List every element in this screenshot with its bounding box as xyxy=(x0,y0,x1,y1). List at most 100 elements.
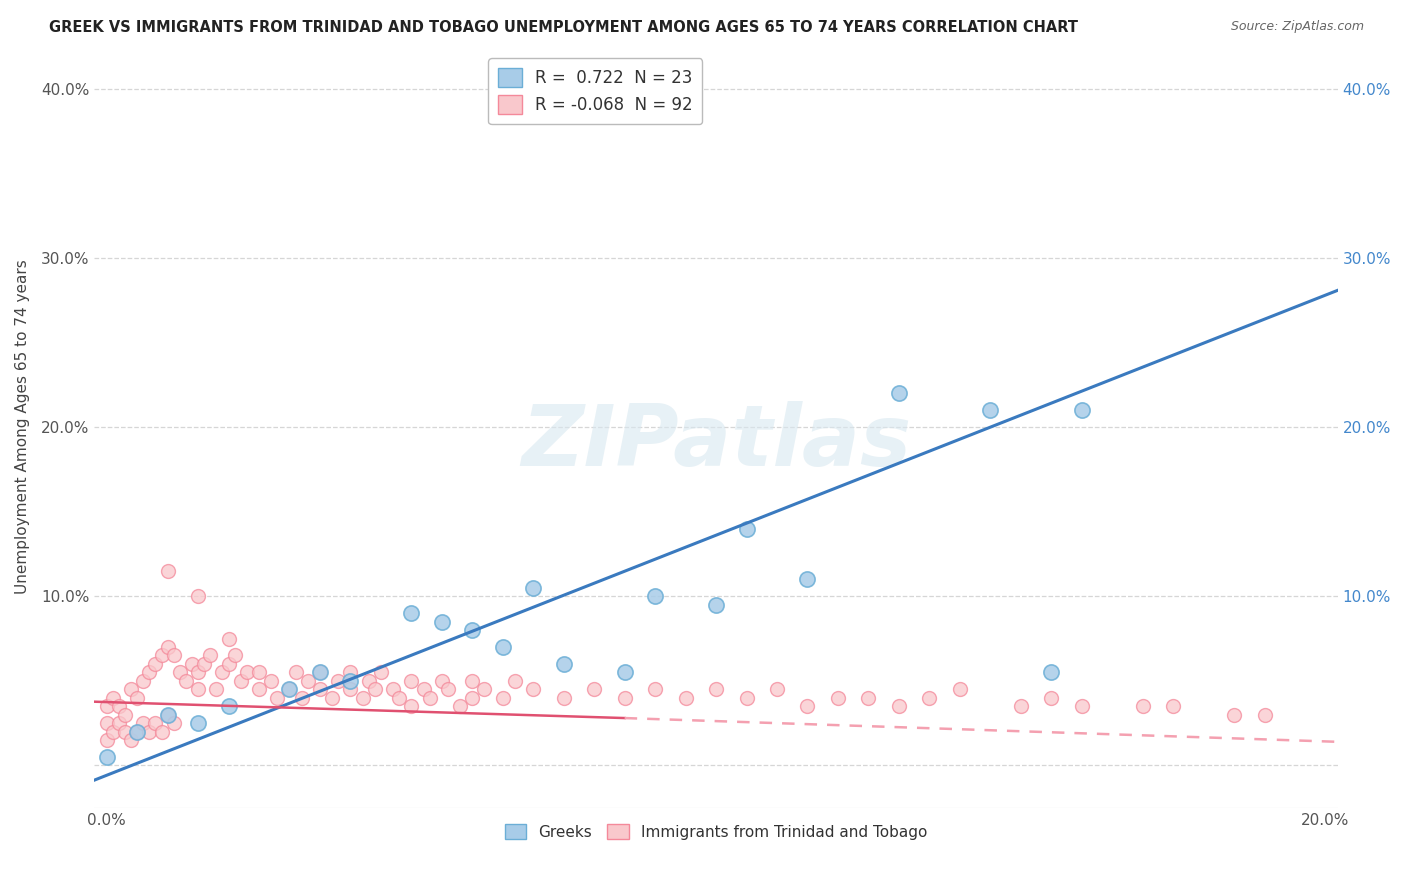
Point xyxy=(309,665,332,680)
Point xyxy=(260,673,283,688)
Point xyxy=(108,716,131,731)
Point xyxy=(138,665,160,680)
Point xyxy=(735,690,758,705)
Point xyxy=(156,564,179,578)
Point xyxy=(352,690,374,705)
Point xyxy=(218,657,240,671)
Point xyxy=(284,665,307,680)
Point xyxy=(145,657,167,671)
Point xyxy=(1070,699,1092,714)
Point xyxy=(1223,707,1246,722)
Point xyxy=(1132,699,1154,714)
Point xyxy=(145,716,167,731)
Point xyxy=(156,707,179,722)
Point xyxy=(1253,707,1275,722)
Point xyxy=(150,648,173,663)
Point xyxy=(949,682,972,697)
Point xyxy=(163,716,186,731)
Point xyxy=(132,673,155,688)
Point xyxy=(474,682,496,697)
Point xyxy=(218,699,240,714)
Point xyxy=(430,673,453,688)
Point xyxy=(101,724,124,739)
Point xyxy=(236,665,259,680)
Point xyxy=(218,632,240,646)
Point xyxy=(181,657,204,671)
Point xyxy=(644,589,666,603)
Point xyxy=(132,716,155,731)
Point xyxy=(278,682,301,697)
Point xyxy=(339,665,361,680)
Point xyxy=(127,724,149,739)
Point xyxy=(96,699,118,714)
Point xyxy=(796,699,818,714)
Point xyxy=(704,682,727,697)
Point xyxy=(127,690,149,705)
Point xyxy=(309,665,332,680)
Point xyxy=(321,690,343,705)
Point xyxy=(187,589,209,603)
Point xyxy=(114,707,136,722)
Point xyxy=(430,615,453,629)
Point xyxy=(229,673,252,688)
Point xyxy=(613,690,636,705)
Point xyxy=(96,750,118,764)
Point xyxy=(96,733,118,747)
Point xyxy=(156,707,179,722)
Point xyxy=(120,733,142,747)
Point xyxy=(278,682,301,697)
Point xyxy=(553,657,575,671)
Point xyxy=(156,640,179,654)
Point xyxy=(101,690,124,705)
Text: ZIPatlas: ZIPatlas xyxy=(522,401,911,483)
Legend: Greeks, Immigrants from Trinidad and Tobago: Greeks, Immigrants from Trinidad and Tob… xyxy=(499,818,934,846)
Point xyxy=(1040,665,1063,680)
Point xyxy=(796,572,818,586)
Point xyxy=(174,673,197,688)
Point xyxy=(388,690,411,705)
Point xyxy=(401,606,423,620)
Point xyxy=(120,682,142,697)
Point xyxy=(492,640,515,654)
Point xyxy=(364,682,387,697)
Point xyxy=(187,716,209,731)
Point xyxy=(150,724,173,739)
Point xyxy=(644,682,666,697)
Point xyxy=(583,682,606,697)
Y-axis label: Unemployment Among Ages 65 to 74 years: Unemployment Among Ages 65 to 74 years xyxy=(15,260,30,594)
Point xyxy=(193,657,215,671)
Point xyxy=(297,673,319,688)
Point xyxy=(370,665,392,680)
Point xyxy=(401,699,423,714)
Point xyxy=(613,665,636,680)
Point xyxy=(675,690,697,705)
Point xyxy=(108,699,131,714)
Point xyxy=(114,724,136,739)
Point xyxy=(127,724,149,739)
Point xyxy=(401,673,423,688)
Point xyxy=(704,598,727,612)
Point xyxy=(357,673,380,688)
Point xyxy=(735,522,758,536)
Point xyxy=(522,682,544,697)
Point xyxy=(437,682,460,697)
Point xyxy=(918,690,941,705)
Point xyxy=(887,699,910,714)
Point xyxy=(247,682,270,697)
Point xyxy=(247,665,270,680)
Point xyxy=(492,690,515,705)
Text: Source: ZipAtlas.com: Source: ZipAtlas.com xyxy=(1230,20,1364,33)
Point xyxy=(827,690,849,705)
Point xyxy=(328,673,350,688)
Point xyxy=(291,690,314,705)
Point xyxy=(163,648,186,663)
Point xyxy=(138,724,160,739)
Point xyxy=(449,699,471,714)
Point xyxy=(1040,690,1063,705)
Point xyxy=(339,682,361,697)
Point xyxy=(187,682,209,697)
Point xyxy=(412,682,434,697)
Point xyxy=(419,690,441,705)
Point xyxy=(96,716,118,731)
Point xyxy=(1161,699,1184,714)
